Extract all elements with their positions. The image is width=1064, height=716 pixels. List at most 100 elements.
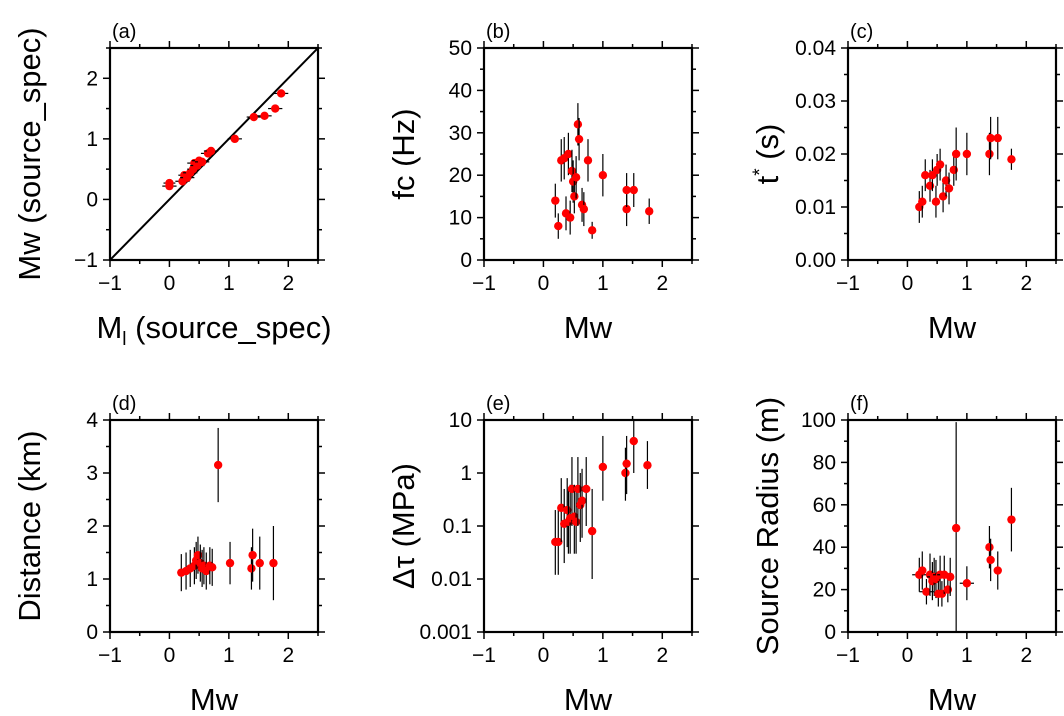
y-tick-label: 80 <box>813 451 836 474</box>
data-point <box>248 528 257 582</box>
data-point <box>247 547 256 590</box>
point-marker <box>570 192 579 201</box>
y-tick-label: 10 <box>449 207 472 230</box>
data-point <box>587 488 597 579</box>
data-point <box>622 435 631 495</box>
point-marker <box>567 166 577 176</box>
ticks <box>841 413 1063 639</box>
y-tick-label: 100 <box>801 409 836 432</box>
data-point <box>571 156 581 199</box>
y-tick-label: 0.1 <box>443 515 472 538</box>
point-marker <box>573 120 583 129</box>
point-marker <box>197 157 207 167</box>
y-tick-label: 0 <box>86 621 98 644</box>
data-point <box>163 178 176 188</box>
point-marker <box>985 149 994 159</box>
x-axis-label: Mw <box>564 310 613 345</box>
point-marker <box>271 104 280 113</box>
x-axis-label: Mw <box>928 310 977 345</box>
y-tick-label: 2 <box>86 515 98 538</box>
point-marker <box>564 149 573 159</box>
x-axis-label: Mw <box>564 682 613 716</box>
plot-frame <box>108 418 320 634</box>
data-point <box>643 441 652 489</box>
data-point <box>993 551 1002 590</box>
data-point <box>918 185 927 218</box>
data-point <box>213 427 223 503</box>
point-marker <box>574 134 584 144</box>
ticks <box>103 413 325 639</box>
point-marker <box>951 149 961 159</box>
y-tick-label: 0.04 <box>795 37 836 60</box>
point-marker <box>582 484 591 494</box>
y-tick-label: 10 <box>449 409 472 432</box>
data-point <box>931 185 941 218</box>
y-tick-label: 60 <box>813 494 836 517</box>
y-tick-label: 0.01 <box>795 196 836 219</box>
point-marker <box>579 204 589 214</box>
panel-label: (e) <box>486 393 510 415</box>
data-point <box>557 478 566 542</box>
data-point <box>563 478 572 548</box>
x-tick-label: 0 <box>164 644 176 667</box>
y-tick-label: 4 <box>86 409 98 432</box>
y-tick-label: 1 <box>460 462 472 485</box>
data-point <box>946 557 955 596</box>
point-marker <box>1007 515 1016 524</box>
data-point <box>579 192 589 227</box>
y-tick-label: 0.02 <box>795 143 836 166</box>
x-tick-label: 0 <box>164 272 176 295</box>
ticks <box>477 413 699 639</box>
x-tick-label: 2 <box>282 272 294 295</box>
data-point <box>582 457 591 526</box>
data-point <box>629 420 638 473</box>
y-tick-label: 0.00 <box>795 249 836 272</box>
panel-label: (f) <box>850 393 869 415</box>
point-marker <box>587 226 597 235</box>
x-tick-label: 1 <box>597 272 609 295</box>
point-marker <box>571 173 581 182</box>
x-tick-label: 0 <box>538 644 550 667</box>
x-axis-label-subscript: l <box>122 329 126 350</box>
data-point <box>629 173 638 207</box>
y-tick-label: 40 <box>813 536 836 559</box>
point-marker <box>276 89 286 98</box>
point-marker <box>918 197 927 206</box>
y-tick-label: 50 <box>449 37 472 60</box>
point-marker <box>921 171 930 180</box>
data-point <box>274 89 289 98</box>
point-marker <box>993 566 1002 575</box>
y-tick-label: 1 <box>86 128 98 151</box>
data-point <box>194 157 210 167</box>
point-marker <box>622 459 631 468</box>
y-axis-label: Mw (source_spec) <box>12 27 47 280</box>
y-axis-label-rest: (s) <box>750 124 785 169</box>
x-tick-label: −1 <box>98 644 122 667</box>
points <box>551 103 654 239</box>
y-tick-label: 0 <box>824 621 836 644</box>
data-point <box>944 172 954 205</box>
data-point <box>574 117 584 161</box>
point-marker <box>165 178 174 188</box>
x-tick-label: 0 <box>902 272 914 295</box>
point-marker <box>962 579 972 588</box>
data-point <box>208 548 217 586</box>
y-tick-label: 20 <box>813 579 836 602</box>
y-tick-label: 40 <box>449 79 472 102</box>
point-marker <box>951 523 961 533</box>
point-marker <box>986 555 995 565</box>
point-marker <box>260 111 269 121</box>
data-point <box>203 146 219 156</box>
point-marker <box>931 197 941 206</box>
y-axis-label-superscript: * <box>750 168 771 176</box>
panel-label: (c) <box>850 21 873 43</box>
plot-frame <box>846 418 1058 634</box>
data-point <box>577 187 587 222</box>
y-axis-label: Source Radius (m) <box>750 397 785 655</box>
point-marker <box>213 460 223 470</box>
x-tick-label: 0 <box>902 644 914 667</box>
x-axis-label-rest: (source_spec) <box>127 310 332 345</box>
ticks <box>103 41 325 267</box>
x-tick-label: 1 <box>223 272 235 295</box>
